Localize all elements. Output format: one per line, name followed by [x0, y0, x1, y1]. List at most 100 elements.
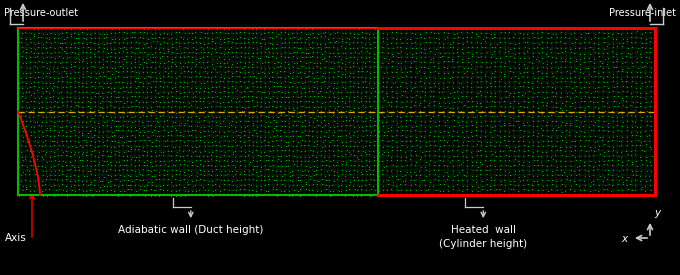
- Point: [575, 120, 586, 124]
- Point: [130, 183, 141, 187]
- Point: [636, 41, 647, 45]
- Point: [139, 27, 150, 31]
- Point: [356, 163, 367, 168]
- Point: [159, 60, 170, 65]
- Point: [125, 183, 136, 187]
- Point: [317, 26, 328, 30]
- Point: [183, 182, 194, 186]
- Point: [428, 134, 439, 139]
- Point: [17, 188, 28, 192]
- Point: [45, 60, 56, 65]
- Point: [578, 52, 589, 56]
- Point: [432, 65, 443, 70]
- Point: [206, 178, 217, 183]
- Point: [495, 76, 506, 81]
- Point: [147, 31, 158, 36]
- Point: [504, 30, 515, 35]
- Point: [428, 56, 439, 61]
- Point: [621, 149, 632, 153]
- Point: [611, 115, 622, 119]
- Point: [345, 31, 356, 35]
- Point: [419, 109, 430, 114]
- Point: [616, 95, 627, 100]
- Point: [608, 89, 619, 93]
- Point: [621, 54, 632, 59]
- Point: [22, 133, 33, 138]
- Point: [135, 178, 146, 182]
- Point: [373, 50, 384, 54]
- Point: [565, 50, 576, 54]
- Point: [118, 163, 129, 167]
- Point: [324, 84, 335, 88]
- Point: [106, 134, 117, 138]
- Point: [641, 142, 651, 147]
- Point: [72, 36, 83, 40]
- Point: [420, 30, 431, 35]
- Point: [159, 66, 170, 70]
- Point: [518, 62, 529, 66]
- Point: [73, 120, 84, 124]
- Point: [434, 41, 445, 45]
- Point: [372, 139, 383, 144]
- Point: [206, 79, 217, 83]
- Point: [339, 128, 350, 133]
- Point: [343, 36, 354, 41]
- Point: [441, 84, 452, 89]
- Point: [340, 162, 351, 166]
- Point: [81, 37, 92, 41]
- Point: [231, 37, 242, 41]
- Point: [180, 61, 190, 65]
- Point: [651, 91, 662, 95]
- Point: [528, 142, 539, 147]
- Point: [211, 85, 222, 89]
- Point: [556, 194, 567, 198]
- Point: [14, 60, 24, 64]
- Point: [603, 134, 614, 139]
- Point: [475, 64, 486, 68]
- Point: [517, 177, 528, 182]
- Point: [311, 118, 322, 123]
- Point: [356, 35, 367, 39]
- Point: [90, 145, 101, 149]
- Point: [16, 111, 27, 115]
- Point: [208, 109, 219, 113]
- Point: [16, 65, 27, 69]
- Point: [630, 81, 641, 86]
- Point: [154, 177, 165, 182]
- Point: [325, 104, 336, 108]
- Point: [635, 187, 646, 191]
- Point: [579, 114, 590, 118]
- Point: [42, 55, 53, 59]
- Point: [39, 138, 50, 143]
- Point: [137, 178, 148, 182]
- Point: [583, 169, 594, 173]
- Point: [17, 139, 28, 143]
- Point: [311, 42, 322, 46]
- Point: [296, 40, 307, 44]
- Point: [202, 45, 213, 49]
- Point: [276, 119, 287, 123]
- Point: [608, 79, 619, 83]
- Point: [547, 178, 558, 182]
- Point: [199, 134, 209, 139]
- Point: [126, 66, 137, 70]
- Point: [402, 110, 413, 115]
- Point: [65, 45, 75, 49]
- Point: [170, 158, 181, 162]
- Point: [113, 194, 124, 199]
- Point: [625, 55, 636, 59]
- Point: [627, 64, 638, 68]
- Point: [50, 40, 61, 45]
- Point: [341, 118, 352, 123]
- Point: [78, 56, 89, 61]
- Point: [560, 134, 571, 139]
- Point: [507, 139, 518, 143]
- Point: [324, 194, 335, 198]
- Point: [456, 100, 467, 104]
- Point: [198, 95, 209, 100]
- Point: [377, 152, 388, 157]
- Point: [365, 25, 376, 30]
- Point: [341, 184, 352, 188]
- Point: [171, 189, 182, 193]
- Point: [56, 125, 67, 129]
